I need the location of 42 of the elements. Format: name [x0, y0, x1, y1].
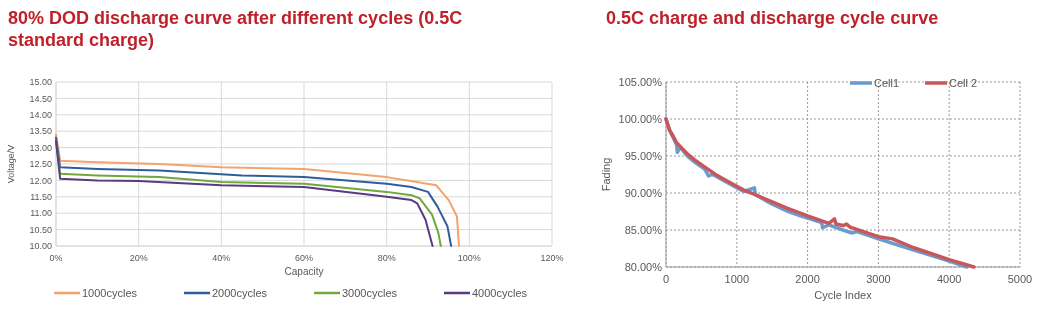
legend-label: 3000cycles — [342, 287, 398, 299]
x-tick-label: 1000 — [724, 273, 750, 285]
y-tick-label: 11.00 — [30, 208, 52, 219]
x-tick-label: 2000 — [795, 273, 820, 285]
y-tick-label: 85.00% — [624, 223, 663, 236]
legend-label: Cell1 — [874, 77, 900, 89]
y-tick-label: 12.00 — [29, 175, 52, 186]
legend-label: 4000cycles — [472, 287, 528, 299]
x-tick-label: 0 — [662, 273, 670, 285]
x-tick-label: 100% — [457, 253, 481, 263]
y-tick-label: 13.00 — [29, 142, 52, 153]
chart-title: 0.5C charge and discharge cycle curve — [606, 8, 939, 28]
y-tick-label: 10.50 — [29, 224, 52, 235]
legend-label: 2000cycles — [212, 287, 268, 299]
y-axis-title: Fading — [600, 157, 612, 192]
x-tick-label: 5000 — [1007, 273, 1033, 285]
y-tick-label: 13.50 — [29, 126, 52, 137]
y-tick-label: 90.00% — [624, 186, 663, 199]
y-tick-label: 14.50 — [29, 93, 52, 104]
x-tick-label: 20% — [129, 253, 148, 263]
legend-label: Cell 2 — [949, 77, 978, 89]
x-tick-label: 4000 — [936, 273, 962, 285]
y-tick-label: 15.00 — [29, 77, 52, 88]
y-tick-label: 10.00 — [29, 241, 52, 252]
x-tick-label: 40% — [212, 253, 231, 263]
x-axis-title: Capacity — [284, 266, 324, 277]
x-tick-label: 80% — [377, 253, 396, 263]
y-tick-label: 11.50 — [30, 191, 52, 202]
y-tick-label: 80.00% — [624, 260, 663, 273]
x-tick-label: 3000 — [866, 273, 891, 285]
y-tick-label: 100.00% — [618, 112, 663, 125]
x-tick-label: 60% — [294, 253, 314, 263]
y-axis-title: Voltage/V — [6, 144, 16, 184]
y-tick-label: 105.00% — [618, 75, 663, 88]
legend-label: 1000cycles — [82, 287, 138, 299]
x-tick-label: 0% — [49, 253, 63, 263]
chart-title: 80% DOD discharge curve after different cycles (0.5C standard charge) — [8, 8, 463, 50]
y-tick-label: 14.00 — [29, 109, 52, 120]
y-tick-label: 95.00% — [624, 149, 663, 162]
x-axis-title: Cycle Index — [814, 289, 873, 301]
x-tick-label: 120% — [540, 253, 564, 263]
y-tick-label: 12.50 — [29, 159, 52, 170]
